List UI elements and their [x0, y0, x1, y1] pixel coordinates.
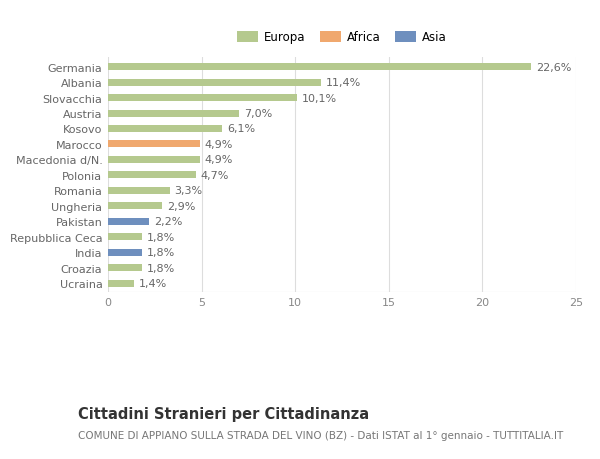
- Text: 22,6%: 22,6%: [536, 62, 571, 73]
- Text: 1,4%: 1,4%: [139, 279, 167, 289]
- Bar: [108, 187, 170, 195]
- Bar: [108, 95, 297, 102]
- Text: 4,7%: 4,7%: [200, 171, 229, 180]
- Bar: [108, 249, 142, 256]
- Bar: [108, 64, 531, 71]
- Text: 1,8%: 1,8%: [146, 232, 175, 242]
- Bar: [108, 141, 200, 148]
- Bar: [108, 265, 142, 272]
- Text: COMUNE DI APPIANO SULLA STRADA DEL VINO (BZ) - Dati ISTAT al 1° gennaio - TUTTIT: COMUNE DI APPIANO SULLA STRADA DEL VINO …: [78, 431, 563, 441]
- Bar: [108, 110, 239, 117]
- Bar: [108, 172, 196, 179]
- Bar: [108, 280, 134, 287]
- Legend: Europa, Africa, Asia: Europa, Africa, Asia: [235, 29, 449, 46]
- Text: 2,2%: 2,2%: [154, 217, 182, 227]
- Bar: [108, 203, 162, 210]
- Text: Cittadini Stranieri per Cittadinanza: Cittadini Stranieri per Cittadinanza: [78, 406, 369, 421]
- Text: 4,9%: 4,9%: [205, 155, 233, 165]
- Bar: [108, 126, 222, 133]
- Bar: [108, 218, 149, 225]
- Text: 6,1%: 6,1%: [227, 124, 255, 134]
- Text: 4,9%: 4,9%: [205, 140, 233, 150]
- Text: 11,4%: 11,4%: [326, 78, 361, 88]
- Text: 7,0%: 7,0%: [244, 109, 272, 119]
- Bar: [108, 79, 322, 86]
- Bar: [108, 157, 200, 163]
- Text: 3,3%: 3,3%: [175, 186, 203, 196]
- Text: 1,8%: 1,8%: [146, 248, 175, 257]
- Text: 10,1%: 10,1%: [302, 93, 337, 103]
- Bar: [108, 234, 142, 241]
- Text: 1,8%: 1,8%: [146, 263, 175, 273]
- Text: 2,9%: 2,9%: [167, 202, 196, 212]
